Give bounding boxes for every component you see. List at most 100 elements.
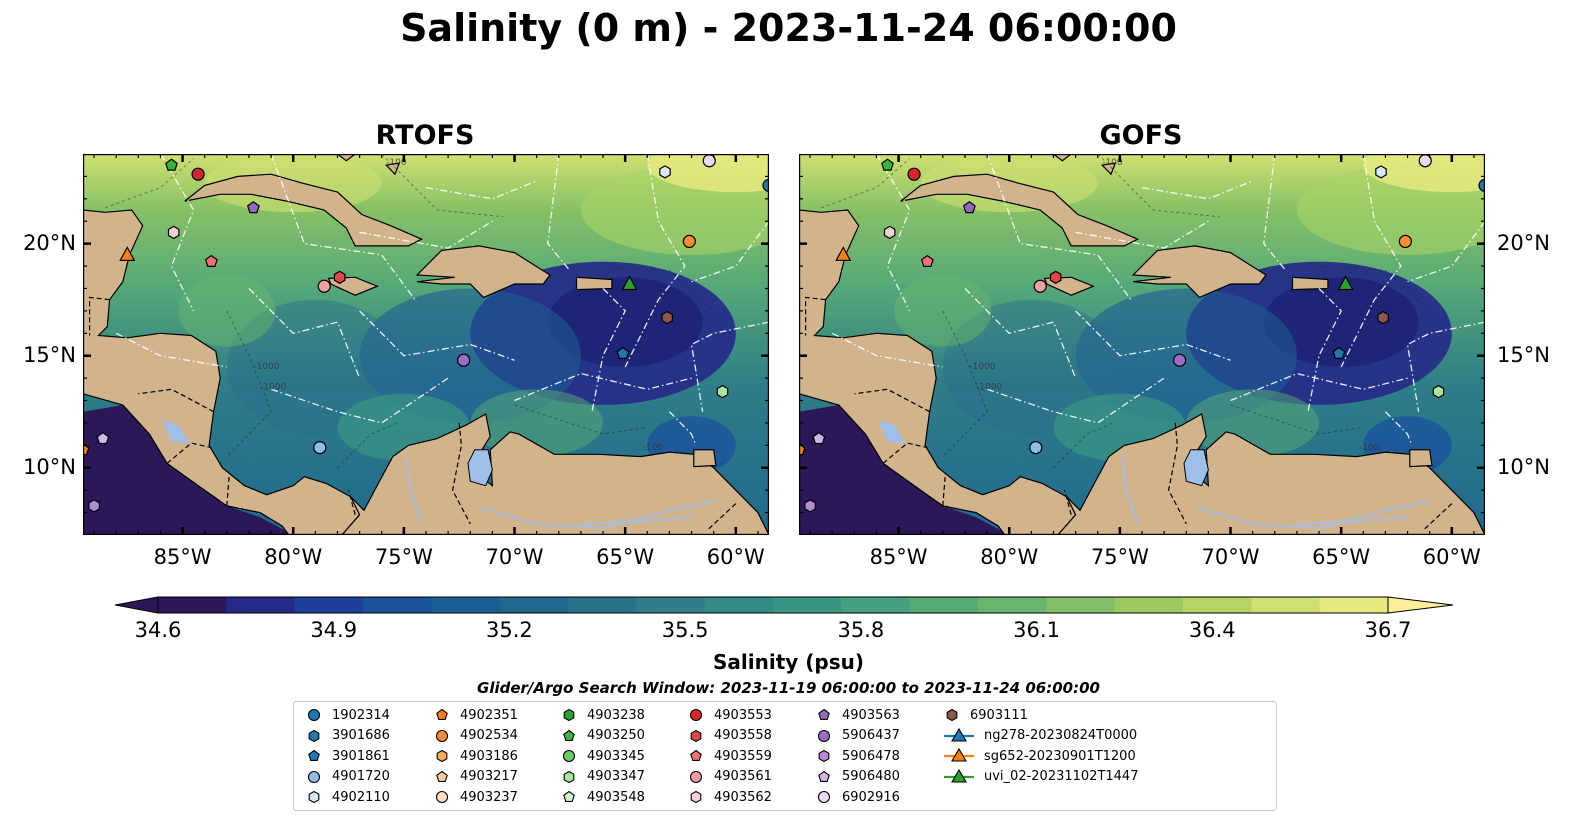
legend-item: 4903562 [686,788,772,806]
bathymetry-contour [1230,404,1364,435]
legend-label: 4903186 [460,748,518,764]
legend-marker-hexagon-icon [946,708,958,722]
legend-marker-pentagon-icon [563,729,575,741]
float-marker-4902351 [799,443,806,456]
float-marker-3901861 [616,346,630,359]
contour-label: -100 [1102,158,1123,168]
lat-tick-label-right: 10°N [1497,454,1550,479]
eez-boundary [986,154,1132,301]
legend-item: 5906478 [814,747,900,765]
lon-tick-label: 75°W [1090,545,1149,569]
legend-item: 4903561 [686,768,772,786]
salinity-patch [1363,154,1485,193]
eez-boundary [591,288,626,412]
legend-marker-circle-icon [435,790,449,804]
eez-boundary [270,154,416,301]
float-marker-5906480 [96,431,110,445]
float-marker-4903559 [204,254,218,268]
lon-tick-label: 80°W [264,545,323,569]
eez-boundary [668,411,697,446]
land-mass [336,154,357,162]
legend-label: 4903563 [842,707,900,723]
river [580,516,692,525]
float-marker-5906437 [457,353,471,367]
legend-item: 4903186 [432,747,518,765]
float-marker-4902351 [83,443,90,456]
legend-label: 4902110 [332,789,390,805]
legend-marker-circle-icon [689,770,703,783]
colorbar-tick-label: 35.2 [486,618,533,642]
float-marker-4902110 [1375,165,1387,179]
legend-marker-circle-icon [307,708,321,722]
bathymetry-contour [1318,265,1431,312]
legend-marker-pentagon-icon [436,770,448,782]
legend-marker-hexagon-icon [690,790,702,804]
float-marker-1902314 [762,178,769,192]
float-marker-uvi_02-20231102T1447 [621,275,638,291]
salinity-patch [547,277,703,367]
legend-label: 3901861 [332,748,390,764]
eez-boundary [159,154,195,312]
float-marker-4903558 [333,270,346,284]
country-border [451,422,471,525]
legend-label: sg652-20230901T1200 [984,748,1136,764]
panel-title-gofs: GOFS [1099,120,1183,151]
country-border [804,296,826,336]
legend-item: sg652-20230901T1200 [942,747,1136,765]
legend-label: 4903347 [587,769,645,784]
colorbar-segment [431,597,501,613]
legend-marker-circle-icon [817,729,831,742]
legend-item: 4903558 [686,727,772,745]
land-mass [384,162,401,176]
eez-boundary [514,372,692,402]
float-marker-4901720 [1029,440,1043,455]
legend-marker-pentagon-icon [818,770,830,782]
legend-label: 6902916 [842,789,900,805]
land-mass [1100,162,1117,176]
bathymetry-contour [1053,422,1114,469]
legend-label: uvi_02-20231102T1447 [984,769,1139,784]
float-marker-4903561 [1033,279,1047,293]
bathymetry-contour [942,310,988,457]
float-marker-4903559 [920,254,934,268]
colorbar-tick-label: 34.6 [134,618,182,642]
land-mass [184,173,424,247]
salinity-patch [647,154,769,193]
colorbar-extend-high [1387,596,1454,614]
eez-boundary [690,321,769,412]
eez-boundary [1406,321,1485,412]
legend-item: 3901861 [304,747,390,765]
float-marker-4903347 [1432,384,1445,399]
float-marker-6903111 [661,310,674,325]
colorbar-tick-label: 34.9 [310,618,358,642]
float-marker-4903553 [191,167,205,181]
land-mass [83,209,361,535]
eez-boundary [986,377,1165,424]
country-border [942,476,946,506]
pacific-ocean [799,405,1010,535]
lake-nicaragua [162,420,190,444]
salinity-patch [359,288,581,423]
legend-marker-pentagon-icon [690,749,702,761]
lake-nicaragua [878,420,906,444]
float-marker-4903250 [881,158,894,171]
salinity-patch [226,299,404,435]
land-mass [1409,449,1433,468]
legend-item: 4903548 [559,788,645,806]
legend-label: 5906480 [842,769,900,784]
float-marker-uvi_02-20231102T1447 [1337,275,1354,291]
legend-item: 4903238 [559,706,645,724]
colorbar-segment [909,597,979,613]
country-border [1063,490,1072,515]
legend-marker-triangle-line-icon [944,747,974,762]
legend-marker-hexagon-icon [818,749,830,763]
float-marker-4903558 [1049,270,1062,284]
country-border [88,296,110,336]
bathymetry-contour [381,154,504,218]
legend-item: 4903217 [432,768,518,786]
legend-label: 3901686 [332,728,390,743]
float-marker-5906437 [1173,353,1187,367]
river [481,500,714,530]
country-border [166,442,212,464]
land-mass [341,413,769,535]
